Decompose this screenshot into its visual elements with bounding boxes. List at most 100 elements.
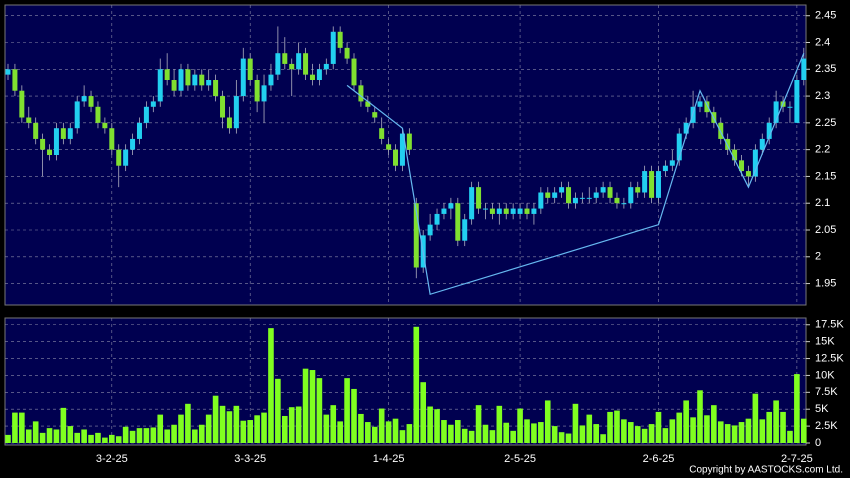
volume-bar — [378, 408, 385, 443]
volume-bar — [427, 406, 433, 443]
candle-body — [199, 74, 205, 86]
candle-body — [53, 128, 59, 155]
volume-bar — [164, 429, 170, 443]
candle-body — [600, 187, 606, 193]
volume-bar — [385, 421, 392, 443]
candle-body — [455, 203, 461, 241]
volume-bar — [323, 414, 330, 443]
volume-bar — [704, 415, 710, 443]
volume-bar — [46, 428, 53, 443]
volume-bar — [337, 421, 343, 443]
candle-body — [496, 208, 502, 214]
volume-bar — [413, 326, 420, 443]
candle-body — [40, 138, 46, 150]
volume-bar — [628, 422, 634, 443]
volume-bar — [662, 428, 669, 443]
volume-bar — [122, 426, 129, 443]
candle-body — [351, 58, 357, 86]
candle-body — [801, 58, 807, 80]
volume-bar — [254, 415, 260, 443]
candle-body — [469, 187, 475, 220]
candle-body — [19, 90, 25, 118]
candle-body — [427, 224, 433, 236]
volume-bar — [593, 424, 599, 443]
volume-bar — [441, 420, 447, 443]
candle-body — [635, 187, 641, 193]
y-tick-label: 2.3 — [815, 90, 830, 102]
candle-body — [95, 106, 101, 123]
candle-body — [289, 63, 295, 70]
volume-bar — [233, 405, 240, 443]
volume-bar — [448, 424, 454, 443]
candle-body — [226, 117, 232, 129]
x-tick-label: 2-7-25 — [781, 453, 813, 465]
candle-body — [116, 149, 122, 166]
volume-bar — [572, 403, 579, 443]
candle-body — [434, 213, 440, 225]
volume-bar — [275, 378, 281, 443]
candle-body — [566, 187, 572, 204]
volume-bar — [157, 414, 164, 443]
candle-body — [206, 80, 212, 86]
candle-body — [164, 69, 170, 80]
volume-bar — [773, 400, 779, 443]
candle-body — [247, 58, 253, 80]
volume-bar — [724, 424, 731, 443]
candle-body — [759, 138, 765, 150]
candle-body — [683, 122, 689, 134]
volume-bar — [621, 419, 627, 443]
volume-bar — [551, 426, 558, 443]
candle-body — [725, 138, 731, 150]
volume-bar — [365, 422, 371, 443]
candle-body — [296, 53, 302, 70]
volume-bar — [801, 418, 807, 443]
volume-bar — [32, 421, 39, 443]
volume-bar — [752, 393, 759, 443]
y-tick-label: 0 — [815, 437, 821, 449]
volume-bar — [150, 427, 157, 443]
candle-body — [628, 187, 634, 204]
candle-body — [766, 122, 772, 139]
y-tick-label: 2 — [815, 251, 821, 263]
volume-bar — [524, 419, 530, 443]
y-tick-label: 2.15 — [815, 170, 836, 182]
y-tick-label: 17.5K — [815, 319, 844, 331]
volume-bar — [420, 382, 426, 443]
y-tick-label: 12.5K — [815, 352, 844, 364]
x-tick-label: 1-4-25 — [373, 453, 405, 465]
volume-bar — [351, 388, 357, 443]
volume-bar — [129, 430, 136, 443]
volume-bar — [510, 430, 516, 443]
candle-body — [579, 197, 585, 199]
x-tick-label: 2-5-25 — [504, 453, 536, 465]
candle-body — [109, 128, 115, 150]
volume-bar — [67, 426, 74, 443]
volume-bar — [565, 433, 572, 443]
volume-bar — [358, 413, 364, 443]
volume-bar — [39, 432, 46, 443]
candle-body — [787, 106, 793, 108]
volume-bar — [455, 420, 461, 443]
volume-bar — [192, 429, 198, 443]
volume-bar — [482, 424, 489, 443]
candle-body — [213, 80, 219, 97]
volume-bar — [344, 378, 350, 443]
volume-bar — [109, 434, 115, 443]
volume-bar — [745, 418, 752, 443]
candle-body — [303, 53, 309, 75]
volume-bar — [302, 368, 309, 443]
volume-bar — [738, 422, 745, 443]
candle-body — [130, 138, 136, 150]
volume-bar — [392, 418, 399, 443]
candle-body — [655, 171, 661, 198]
candle-body — [81, 96, 87, 102]
volume-bar — [226, 411, 233, 443]
volume-bar — [102, 437, 108, 443]
volume-bar — [330, 405, 337, 443]
volume-bar — [697, 390, 703, 443]
candle-body — [102, 122, 108, 129]
volume-bar — [586, 414, 593, 443]
candle-body — [642, 171, 648, 193]
y-tick-label: 10K — [815, 369, 835, 381]
